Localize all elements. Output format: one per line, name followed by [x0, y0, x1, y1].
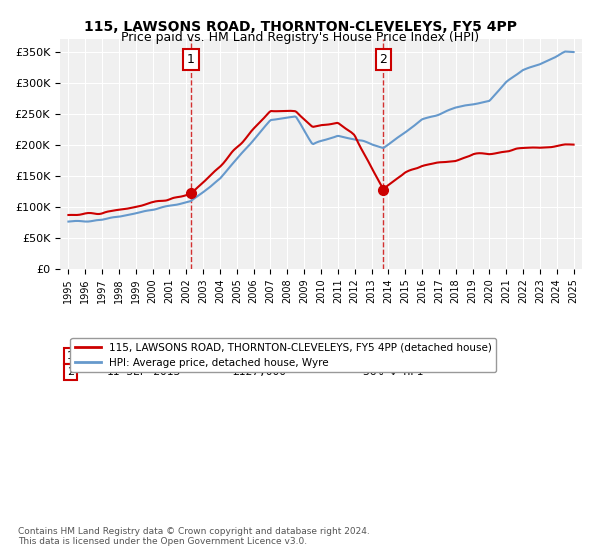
Text: 11-SEP-2013: 11-SEP-2013 [107, 367, 181, 377]
Text: 1: 1 [67, 351, 74, 361]
Legend: 115, LAWSONS ROAD, THORNTON-CLEVELEYS, FY5 4PP (detached house), HPI: Average pr: 115, LAWSONS ROAD, THORNTON-CLEVELEYS, F… [70, 338, 496, 372]
Text: 10-APR-2002: 10-APR-2002 [107, 351, 181, 361]
Text: 2: 2 [379, 53, 387, 66]
Text: £122,000: £122,000 [232, 351, 286, 361]
Text: 1: 1 [187, 53, 195, 66]
Text: Price paid vs. HM Land Registry's House Price Index (HPI): Price paid vs. HM Land Registry's House … [121, 31, 479, 44]
Text: 12% ↑ HPI: 12% ↑ HPI [363, 351, 424, 361]
Text: Contains HM Land Registry data © Crown copyright and database right 2024.
This d: Contains HM Land Registry data © Crown c… [18, 526, 370, 546]
Text: 36% ↓ HPI: 36% ↓ HPI [363, 367, 424, 377]
Text: 2: 2 [67, 367, 74, 377]
Text: £127,000: £127,000 [232, 367, 286, 377]
Text: 115, LAWSONS ROAD, THORNTON-CLEVELEYS, FY5 4PP: 115, LAWSONS ROAD, THORNTON-CLEVELEYS, F… [83, 20, 517, 34]
